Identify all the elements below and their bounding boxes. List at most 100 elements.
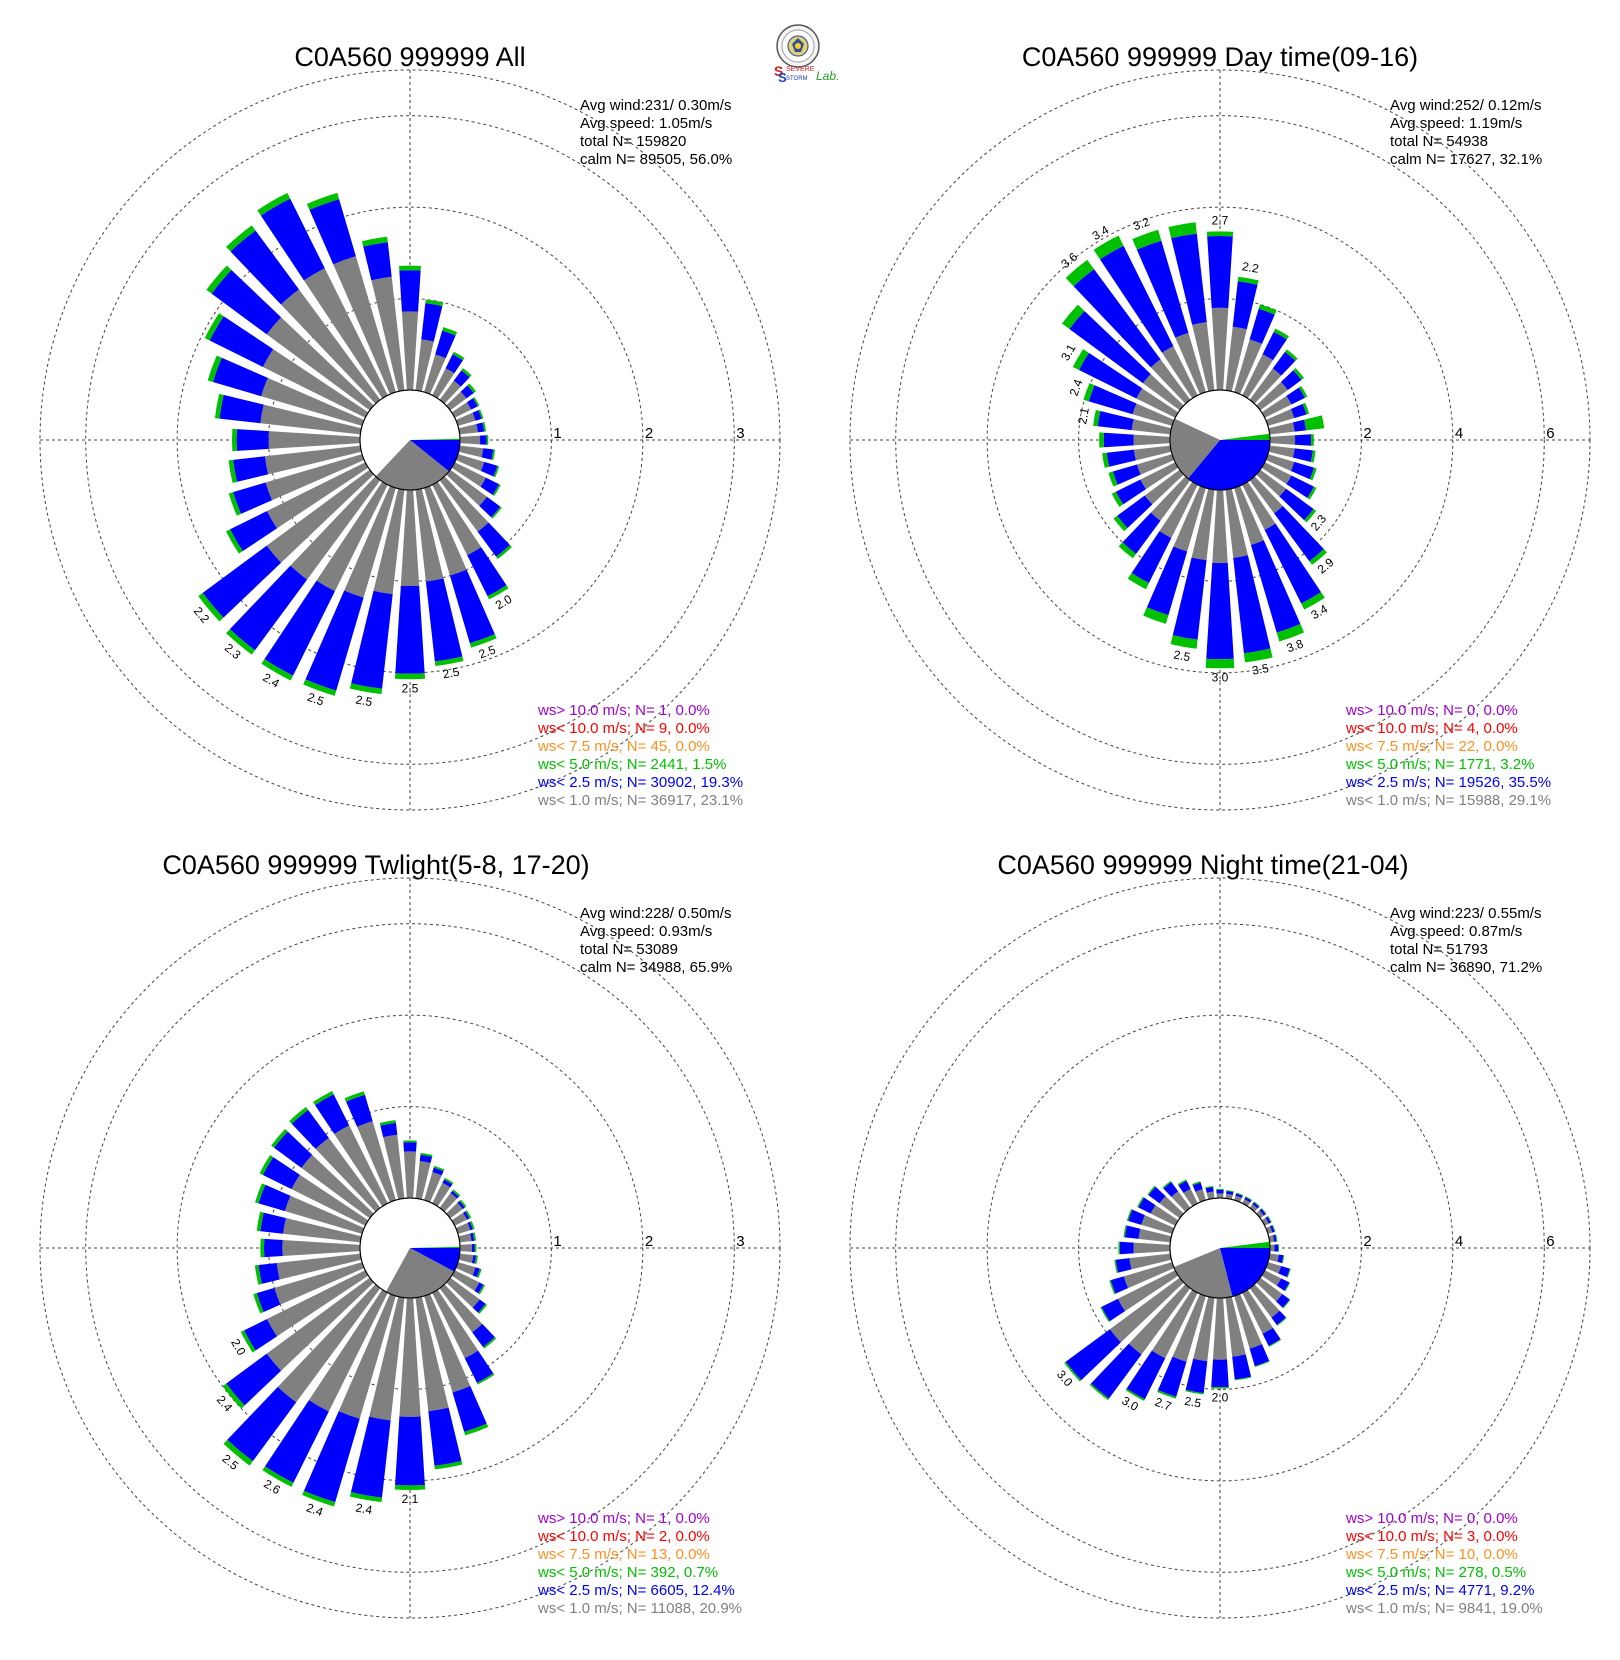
- petal-blue-segment: [1099, 245, 1174, 353]
- petal-gray-segment: [1109, 1277, 1184, 1343]
- petal-green-segment: [1137, 1196, 1145, 1208]
- ring-label: 3: [736, 1233, 744, 1250]
- petal-green-segment: [487, 585, 509, 600]
- petal-blue-segment: [1278, 1265, 1290, 1278]
- petal-gray-segment: [1191, 488, 1215, 561]
- petal-blue-segment: [1065, 1329, 1121, 1381]
- petal-blue-segment: [264, 1400, 329, 1483]
- petal-green-segment: [1234, 1376, 1252, 1381]
- calm-green-sector: [410, 438, 460, 440]
- petal-green-segment: [1276, 1317, 1287, 1326]
- petal-value-label: 2.2: [1241, 259, 1260, 276]
- petal-gray-segment: [1142, 373, 1184, 411]
- petal-value-label: 2.0: [1212, 1391, 1229, 1405]
- petal-green-segment: [1304, 415, 1325, 431]
- wind-rose-panel-4: C0A560 999999 Night time(21-04) 2 4 6 2.0 2.5…: [849, 850, 1591, 1619]
- petal-blue-segment: [233, 456, 269, 482]
- legend-entry: ws< 5.0 m/s; N= 392, 0.7%: [537, 1564, 718, 1581]
- petal-gray-segment: [315, 1137, 381, 1212]
- petal-green-segment: [1132, 229, 1162, 250]
- petal-blue-segment: [264, 580, 335, 676]
- petal-blue-segment: [1078, 352, 1143, 399]
- info-line: Avg speed: 0.87m/s: [1390, 923, 1522, 940]
- petal-green-segment: [1276, 624, 1305, 642]
- petal-green-segment: [253, 1293, 264, 1314]
- panel-title: C0A560 999999 Day time(09-16): [1022, 42, 1418, 72]
- petal-blue-segment: [449, 569, 495, 644]
- petal-green-segment: [1093, 235, 1124, 260]
- petal-blue-segment: [477, 522, 511, 557]
- petal-blue-segment: [1205, 1186, 1214, 1193]
- petal-gray-segment: [1225, 326, 1247, 392]
- legend-entry: ws< 7.5 m/s; N= 10, 0.0%: [1345, 1546, 1518, 1563]
- petal-green-segment: [459, 1199, 467, 1208]
- petal-blue-segment: [1119, 1241, 1134, 1255]
- petal-gray-segment: [455, 412, 476, 426]
- petal-value-label: 2.5: [442, 665, 461, 682]
- petal-gray-segment: [290, 476, 381, 580]
- petal-gray-segment: [1123, 1262, 1175, 1289]
- petal-blue-segment: [211, 269, 282, 335]
- info-line: Avg speed: 1.19m/s: [1390, 115, 1522, 132]
- calm-gray-sector: [375, 440, 449, 491]
- petal-green-segment: [226, 225, 256, 252]
- petal-value-label: 2.5: [1173, 647, 1192, 664]
- petal-green-segment: [1284, 349, 1298, 361]
- petal-green-segment: [1211, 1386, 1229, 1389]
- petal-gray-segment: [446, 391, 467, 411]
- petal-gray-segment: [1133, 445, 1172, 461]
- calm-blue-sector: [1220, 1248, 1270, 1297]
- petal-gray-segment: [1256, 469, 1287, 497]
- petal-blue-segment: [1249, 308, 1275, 344]
- petal-green-segment: [1243, 648, 1273, 663]
- petal-gray-segment: [401, 311, 419, 391]
- petal-gray-segment: [1249, 476, 1283, 514]
- ring-label: 4: [1455, 425, 1463, 442]
- petal-blue-segment: [1235, 1193, 1243, 1198]
- petal-green-segment: [1118, 542, 1137, 559]
- legend-entry: ws< 7.5 m/s; N= 22, 0.0%: [1345, 738, 1518, 755]
- petal-blue-segment: [350, 1416, 391, 1498]
- petal-green-segment: [464, 1423, 489, 1436]
- petal-blue-segment: [1249, 1344, 1270, 1367]
- petal-gray-segment: [415, 339, 434, 392]
- petal-gray-segment: [451, 1212, 468, 1226]
- petal-blue-segment: [291, 1109, 329, 1149]
- petal-blue-segment: [476, 422, 485, 433]
- petal-green-segment: [232, 428, 237, 452]
- legend-entry: ws< 5.0 m/s; N= 278, 0.5%: [1345, 1564, 1526, 1581]
- petal-blue-segment: [1271, 1310, 1287, 1326]
- petal-blue-segment: [1112, 464, 1141, 485]
- petal-green-segment: [303, 679, 337, 696]
- svg-text:S: S: [774, 63, 783, 79]
- petal-green-segment: [1157, 1390, 1177, 1399]
- petal-blue-segment: [229, 565, 308, 651]
- petal-gray-segment: [451, 402, 472, 418]
- petal-gray-segment: [458, 423, 478, 435]
- petal-gray-segment: [424, 1293, 471, 1393]
- petal-blue-segment: [1290, 403, 1307, 419]
- info-line: Avg wind:231/ 0.30m/s: [580, 97, 731, 114]
- range-ring: [85, 115, 735, 765]
- petal-blue-segment: [1286, 475, 1314, 499]
- petal-green-segment: [467, 383, 477, 393]
- petal-blue-segment: [1101, 1298, 1126, 1322]
- petal-gray-segment: [1242, 1199, 1251, 1207]
- legend-entry: ws< 1.0 m/s; N= 9841, 19.0%: [1345, 1600, 1543, 1617]
- info-line: total N= 51793: [1390, 941, 1488, 958]
- info-line: calm N= 36890, 71.2%: [1390, 959, 1542, 976]
- petal-gray-segment: [1256, 1277, 1283, 1302]
- petal-blue-segment: [1103, 432, 1134, 448]
- ring-label: 1: [553, 425, 561, 442]
- calm-green-sector: [410, 1246, 460, 1248]
- petal-green-segment: [461, 368, 472, 378]
- calm-blue-sector: [410, 440, 460, 472]
- petal-blue-segment: [1148, 1186, 1166, 1204]
- petal-gray-segment: [1117, 1270, 1179, 1312]
- petal-blue-segment: [1171, 233, 1207, 325]
- petal-green-segment: [1298, 386, 1308, 398]
- petal-green-segment: [1168, 222, 1197, 239]
- info-line: total N= 53089: [580, 941, 678, 958]
- petal-gray-segment: [1161, 346, 1198, 399]
